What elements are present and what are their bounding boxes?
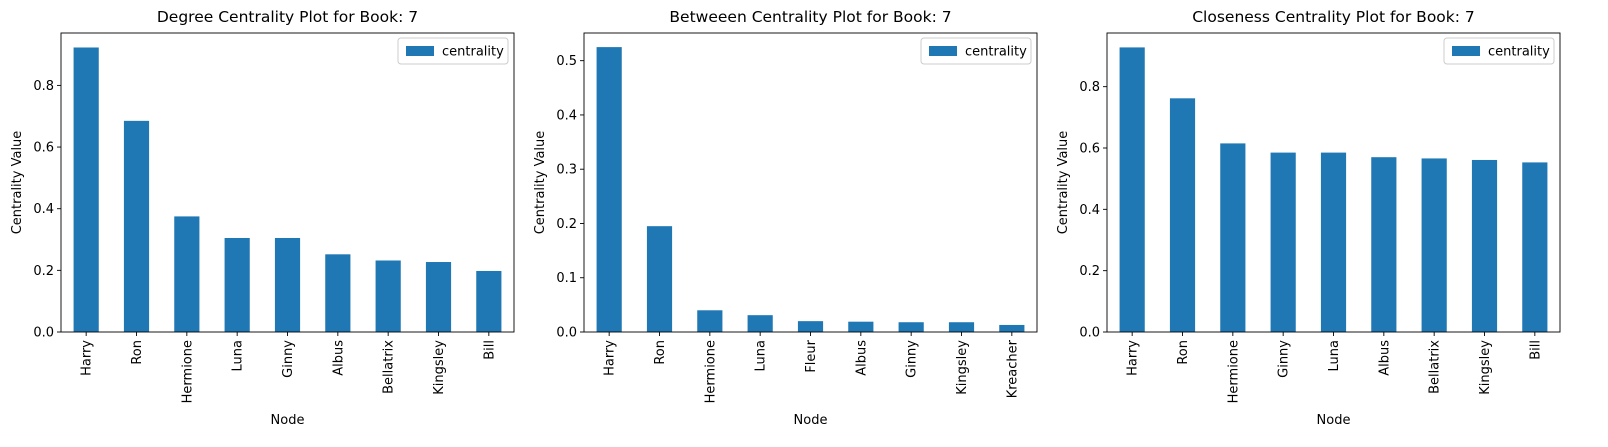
closeness-chart: 0.0 0.2 0.4 0.6 0.8 Harry Ron Hermione Ginny Luna… <box>1056 8 1561 428</box>
degree-bar-harry <box>73 47 99 333</box>
closeness-bar-bellatrix <box>1421 158 1447 332</box>
betweenness-xtick-label: Kingsley <box>955 340 970 395</box>
betweenness-legend-box <box>920 37 1032 65</box>
betweenness-xtick-label: Harry <box>603 340 618 376</box>
betweenness-xtick-label: Ron <box>653 340 668 365</box>
degree-bar-bill <box>476 270 502 332</box>
degree-ytick-label: 0.4 <box>33 202 54 217</box>
betweenness-chart: 0.0 0.1 0.2 0.3 0.4 0.5 Harry Ron Hermione Luna Fl… <box>533 8 1038 428</box>
betweenness-legend: centrality <box>920 37 1032 65</box>
closeness-bar-ginny <box>1270 152 1296 332</box>
closeness-xtick-label: Bill <box>1528 340 1543 360</box>
closeness-bar-luna <box>1320 152 1347 332</box>
betweenness-bar-kreacher <box>999 324 1025 332</box>
degree-xtick-label: Kingsley <box>432 340 447 395</box>
betweenness-xtick-label: Luna <box>754 340 769 371</box>
degree-xtick-label: Hermione <box>180 340 195 403</box>
betweenness-bar-harry <box>596 47 622 333</box>
degree-bar-ginny <box>274 237 301 332</box>
closeness-ytick-label: 0.6 <box>1079 142 1100 157</box>
degree-chart-title: Degree Centrality Plot for Book: 7 <box>157 8 418 26</box>
degree-xtick-label: Luna <box>231 340 246 371</box>
closeness-ytick-label: 0.0 <box>1079 326 1100 341</box>
degree-bar-albus <box>325 254 351 332</box>
degree-x-axis-label: Node <box>271 413 305 428</box>
degree-xtick-label: Harry <box>80 340 95 376</box>
closeness-xtick-label: Hermione <box>1226 340 1241 403</box>
degree-ytick-label: 0.6 <box>33 141 54 156</box>
closeness-bar-harry <box>1119 47 1145 332</box>
betweenness-bar-ginny <box>898 322 924 332</box>
closeness-legend-label: centrality <box>1488 45 1550 60</box>
closeness-legend: centrality <box>1443 37 1555 65</box>
degree-bar-bellatrix <box>375 260 401 332</box>
betweenness-legend-label: centrality <box>965 45 1027 60</box>
betweenness-xtick-label: Ginny <box>905 340 920 378</box>
degree-legend-swatch <box>406 46 434 56</box>
betweenness-ytick-label: 0.4 <box>556 108 577 123</box>
betweenness-xtick-label: Kreacher <box>1005 339 1020 398</box>
closeness-xtick-label: Ron <box>1176 340 1191 365</box>
degree-bar-ron <box>123 120 150 332</box>
betweenness-y-axis-label: Centrality Value <box>533 131 548 235</box>
betweenness-bar-fleur <box>797 321 824 332</box>
betweenness-xtick-label: Albus <box>854 340 869 376</box>
degree-legend-box <box>397 37 509 65</box>
betweenness-legend-swatch <box>929 46 957 56</box>
betweenness-bar-hermione <box>697 310 723 332</box>
closeness-y-axis-label: Centrality Value <box>1056 131 1071 235</box>
degree-xtick-label: Albus <box>331 340 346 376</box>
betweenness-ytick-label: 0.5 <box>556 54 577 69</box>
betweenness-ytick-label: 0.3 <box>556 163 577 178</box>
degree-bar-luna <box>224 237 250 332</box>
degree-bar-hermione <box>174 216 200 332</box>
degree-xtick-label: Ron <box>130 340 145 365</box>
betweenness-ytick-label: 0.0 <box>556 326 577 341</box>
degree-legend: centrality <box>397 37 509 65</box>
closeness-xtick-label: Albus <box>1377 340 1392 376</box>
betweenness-x-axis-label: Node <box>794 413 828 428</box>
betweenness-ytick-label: 0.1 <box>556 271 577 286</box>
closeness-xtick-label: Kingsley <box>1478 340 1493 395</box>
closeness-bar-bill <box>1522 162 1548 332</box>
degree-xtick-label: Bill <box>482 340 497 360</box>
closeness-ytick-label: 0.8 <box>1079 80 1100 95</box>
closeness-bar-hermione <box>1220 143 1246 332</box>
degree-ytick-label: 0.2 <box>33 264 54 279</box>
betweenness-xtick-label: Fleur <box>804 339 819 372</box>
closeness-x-axis-label: Node <box>1317 413 1351 428</box>
degree-ytick-label: 0.8 <box>33 79 54 94</box>
betweenness-bar-luna <box>747 315 773 332</box>
betweenness-ytick-label: 0.2 <box>556 217 577 232</box>
degree-y-axis-label: Centrality Value <box>10 131 25 235</box>
closeness-bar-kingsley <box>1471 159 1498 332</box>
degree-ytick-label: 0.0 <box>33 326 54 341</box>
closeness-xtick-label: Bellatrix <box>1428 340 1443 394</box>
degree-xtick-label: Bellatrix <box>382 340 397 394</box>
closeness-chart-title: Closeness Centrality Plot for Book: 7 <box>1192 8 1475 26</box>
closeness-bar-ron <box>1169 98 1196 332</box>
closeness-legend-swatch <box>1452 46 1480 56</box>
betweenness-bar-albus <box>848 321 874 332</box>
betweenness-bar-kingsley <box>948 322 975 332</box>
betweenness-bar-ron <box>646 226 673 332</box>
closeness-xtick-label: Harry <box>1126 340 1141 376</box>
betweenness-chart-title: Betweeen Centrality Plot for Book: 7 <box>669 8 951 26</box>
closeness-legend-box <box>1443 37 1555 65</box>
closeness-ytick-label: 0.2 <box>1079 264 1100 279</box>
betweenness-xtick-label: Hermione <box>703 340 718 403</box>
degree-legend-label: centrality <box>442 45 504 60</box>
degree-chart: 0.0 0.2 0.4 0.6 0.8 Harry Ron Hermione Luna Ginny… <box>10 8 515 428</box>
closeness-bar-albus <box>1371 157 1397 332</box>
closeness-ytick-label: 0.4 <box>1079 203 1100 218</box>
degree-bar-kingsley <box>425 262 452 332</box>
closeness-xtick-label: Ginny <box>1277 340 1292 378</box>
closeness-xtick-label: Luna <box>1327 340 1342 371</box>
degree-xtick-label: Ginny <box>281 340 296 378</box>
